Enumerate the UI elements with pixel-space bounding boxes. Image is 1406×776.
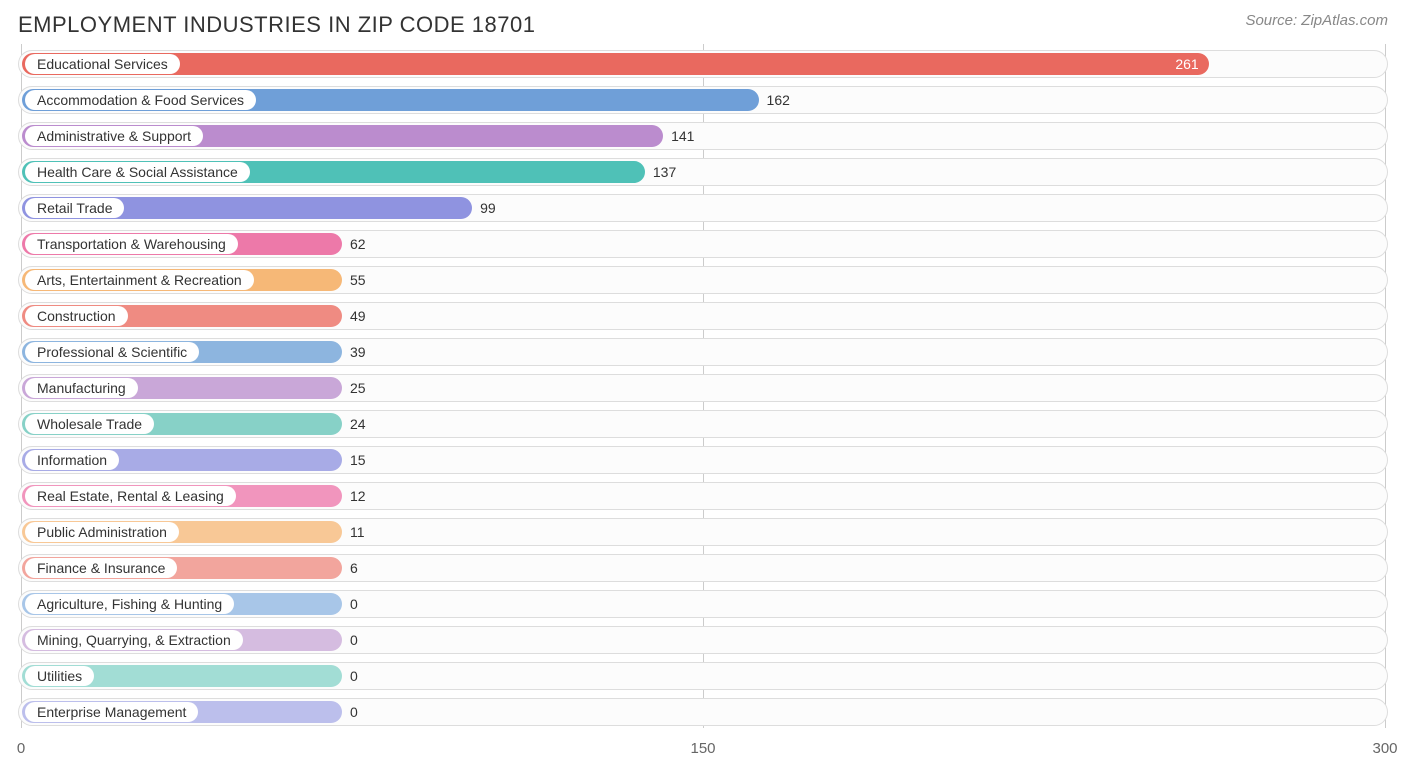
bar-row: Arts, Entertainment & Recreation 55 (18, 266, 1388, 294)
bar-value: 24 (342, 411, 366, 437)
bar-label: Agriculture, Fishing & Hunting (25, 594, 234, 614)
bar-row: Agriculture, Fishing & Hunting 0 (18, 590, 1388, 618)
chart-title: EMPLOYMENT INDUSTRIES IN ZIP CODE 18701 (18, 12, 536, 38)
bar-label: Finance & Insurance (25, 558, 177, 578)
bar-value: 261 (19, 51, 1209, 77)
x-axis-tick-label: 0 (17, 740, 25, 757)
bar-label: Enterprise Management (25, 702, 198, 722)
bar-row: Transportation & Warehousing 62 (18, 230, 1388, 258)
bar-label: Public Administration (25, 522, 179, 542)
bar-row: Manufacturing 25 (18, 374, 1388, 402)
bar-label: Arts, Entertainment & Recreation (25, 270, 254, 290)
bar-row: Utilities 0 (18, 662, 1388, 690)
bar-label: Real Estate, Rental & Leasing (25, 486, 236, 506)
bar-value: 0 (342, 699, 358, 725)
bar-value: 99 (472, 195, 496, 221)
bar-label: Health Care & Social Assistance (25, 162, 250, 182)
bar-value: 162 (759, 87, 790, 113)
chart-area: Educational Services261 Accommodation & F… (0, 44, 1406, 726)
bar-label: Administrative & Support (25, 126, 203, 146)
bar-value: 11 (342, 519, 365, 545)
bar-value: 6 (342, 555, 358, 581)
bar-row: Mining, Quarrying, & Extraction 0 (18, 626, 1388, 654)
bar-row: Administrative & Support 141 (18, 122, 1388, 150)
bar-value: 137 (645, 159, 676, 185)
bar-row: Information 15 (18, 446, 1388, 474)
bar-row: Enterprise Management 0 (18, 698, 1388, 726)
bar-row: Finance & Insurance 6 (18, 554, 1388, 582)
bar-value: 0 (342, 591, 358, 617)
x-axis-tick-label: 150 (690, 740, 715, 757)
bar-value: 49 (342, 303, 366, 329)
bar-value: 12 (342, 483, 366, 509)
bar-value: 39 (342, 339, 366, 365)
bar-label: Accommodation & Food Services (25, 90, 256, 110)
bar-label: Information (25, 450, 119, 470)
bar-label: Retail Trade (25, 198, 124, 218)
bar-row: Accommodation & Food Services 162 (18, 86, 1388, 114)
bar-row: Wholesale Trade 24 (18, 410, 1388, 438)
x-axis: 0150300 (18, 734, 1388, 764)
bar-label: Utilities (25, 666, 94, 686)
bar-row: Real Estate, Rental & Leasing 12 (18, 482, 1388, 510)
bar-row: Retail Trade 99 (18, 194, 1388, 222)
bar-label: Construction (25, 306, 128, 326)
bar-row: Public Administration 11 (18, 518, 1388, 546)
bar-label: Mining, Quarrying, & Extraction (25, 630, 243, 650)
bar-row: Educational Services261 (18, 50, 1388, 78)
chart-header: EMPLOYMENT INDUSTRIES IN ZIP CODE 18701 … (0, 0, 1406, 44)
bar-value: 15 (342, 447, 366, 473)
bar-label: Transportation & Warehousing (25, 234, 238, 254)
bar-value: 141 (663, 123, 694, 149)
x-axis-tick-label: 300 (1372, 740, 1397, 757)
bar-label: Professional & Scientific (25, 342, 199, 362)
bar-row: Health Care & Social Assistance 137 (18, 158, 1388, 186)
bar-row: Professional & Scientific 39 (18, 338, 1388, 366)
bar-value: 62 (342, 231, 366, 257)
bar-value: 0 (342, 663, 358, 689)
bars-container: Educational Services261 Accommodation & F… (18, 50, 1388, 726)
chart-source: Source: ZipAtlas.com (1245, 12, 1388, 29)
bar-value: 25 (342, 375, 366, 401)
bar-value: 0 (342, 627, 358, 653)
bar-row: Construction 49 (18, 302, 1388, 330)
bar-value: 55 (342, 267, 366, 293)
bar-label: Manufacturing (25, 378, 138, 398)
bar-label: Wholesale Trade (25, 414, 154, 434)
